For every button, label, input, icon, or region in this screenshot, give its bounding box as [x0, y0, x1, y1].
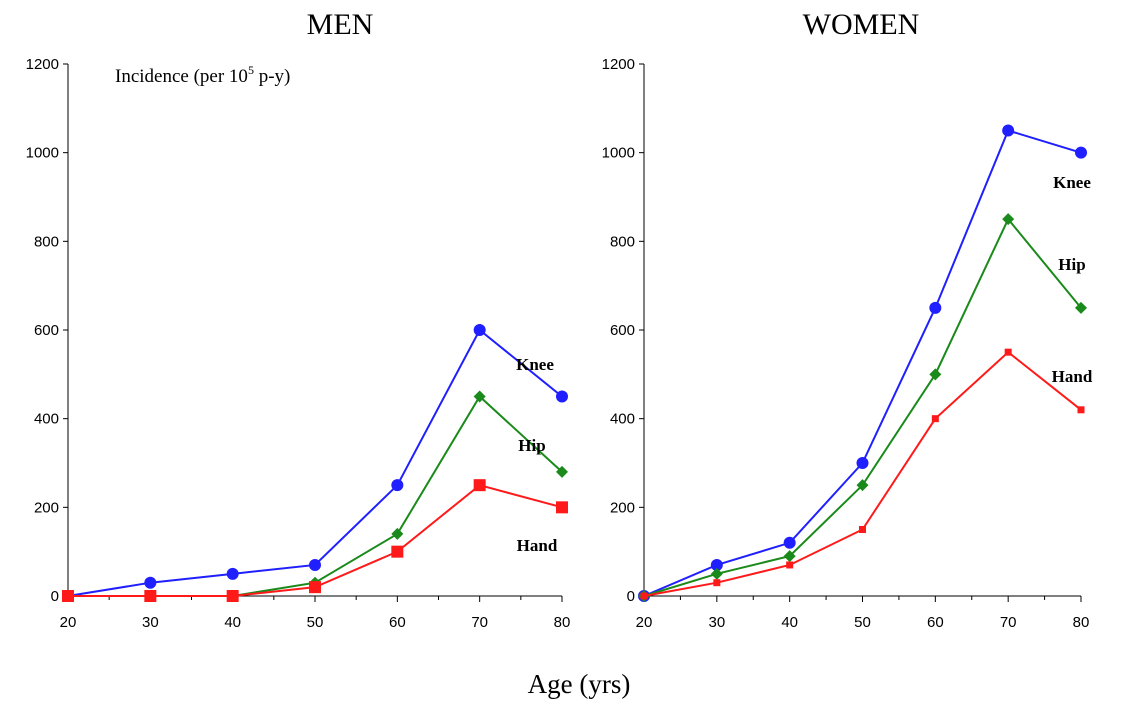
data-point: [929, 368, 942, 381]
x-tick-label: 30: [142, 614, 159, 631]
x-tick-label: 40: [224, 614, 241, 631]
x-tick-label: 20: [60, 614, 77, 631]
x-axis-label: Age (yrs): [528, 669, 631, 699]
y-axis-annotation: Incidence (per 105 p-y): [115, 63, 290, 87]
y-tick-label: 1200: [26, 56, 59, 73]
data-point: [783, 536, 796, 549]
series-hand: Hand: [640, 348, 1093, 600]
series-hand: Hand: [62, 479, 568, 602]
x-tick-label: 60: [927, 614, 944, 631]
y-tick-label: 0: [627, 588, 635, 605]
y-tick-label: 1000: [602, 145, 635, 162]
series-label: Hand: [517, 536, 558, 555]
data-point: [710, 558, 723, 571]
x-tick-label: 50: [854, 614, 871, 631]
data-point: [144, 576, 157, 589]
y-tick-label: 0: [51, 588, 59, 605]
data-point: [309, 558, 321, 571]
data-point: [1004, 348, 1012, 356]
annotation-superscript: 5: [248, 63, 254, 77]
data-point: [1075, 301, 1087, 314]
panel-men: MEN 0 200 400 600 800 1000 1200 20 30 40 50 60 70 80 In…: [26, 8, 571, 631]
series-label: Knee: [516, 355, 554, 374]
annotation-main: Incidence (per 10: [115, 66, 248, 87]
y-tick-label: 400: [610, 411, 635, 428]
data-point: [556, 390, 568, 403]
data-point: [710, 567, 723, 580]
data-point: [226, 590, 239, 602]
data-point: [144, 590, 157, 602]
data-point: [931, 415, 939, 423]
series-line: [643, 350, 1082, 597]
data-point: [856, 479, 869, 492]
data-point: [473, 479, 486, 492]
annotation-tail: p-y): [254, 66, 290, 87]
x-tick-label: 60: [389, 614, 406, 631]
data-point: [391, 545, 404, 558]
data-point: [1002, 124, 1015, 137]
series-label: Hand: [1052, 367, 1093, 386]
series-label: Knee: [1053, 173, 1091, 192]
data-point: [859, 526, 866, 533]
data-point: [929, 301, 942, 314]
x-tick-label: 80: [554, 614, 571, 631]
x-tick-label: 80: [1073, 614, 1090, 631]
y-tick-label: 600: [34, 322, 59, 339]
data-point: [473, 324, 486, 336]
data-point: [556, 501, 568, 514]
x-tick-label: 50: [307, 614, 324, 631]
x-tick-label: 70: [1000, 614, 1017, 631]
data-point: [226, 567, 239, 580]
series-line: [643, 217, 1082, 597]
y-tick-label: 800: [610, 233, 635, 250]
data-point: [713, 579, 721, 587]
data-point: [391, 527, 404, 540]
panel-women: WOMEN 0 200 400 600 800 1000 1200 20 30 40 50 60 70 80…: [602, 8, 1093, 631]
data-point: [556, 465, 568, 478]
series-knee: Knee: [638, 124, 1091, 602]
y-tick-label: 800: [34, 233, 59, 250]
data-point: [1075, 146, 1087, 159]
series-line: [67, 328, 563, 597]
data-point: [786, 561, 794, 569]
x-tick-label: 20: [636, 614, 653, 631]
data-point: [783, 550, 796, 563]
x-tick-label: 30: [708, 614, 725, 631]
y-tick-label: 600: [610, 322, 635, 339]
data-point: [309, 581, 321, 594]
series-label: Hip: [1058, 255, 1085, 274]
y-tick-label: 200: [34, 499, 59, 516]
data-point: [62, 590, 74, 602]
data-point: [391, 479, 404, 492]
series-label: Hip: [518, 436, 545, 455]
y-tick-label: 400: [34, 411, 59, 428]
series-hip: Hip: [638, 213, 1087, 602]
y-tick-label: 200: [610, 499, 635, 516]
data-point: [1002, 213, 1015, 226]
y-tick-label: 1000: [26, 145, 59, 162]
panel-title: WOMEN: [803, 8, 920, 41]
y-tick-label: 1200: [602, 56, 635, 73]
data-point: [1077, 406, 1085, 414]
series-knee: Knee: [62, 324, 568, 602]
data-point: [640, 592, 648, 600]
x-tick-label: 70: [471, 614, 488, 631]
data-point: [856, 457, 869, 469]
x-tick-label: 40: [781, 614, 798, 631]
panel-title: MEN: [307, 8, 374, 41]
data-point: [473, 390, 486, 403]
